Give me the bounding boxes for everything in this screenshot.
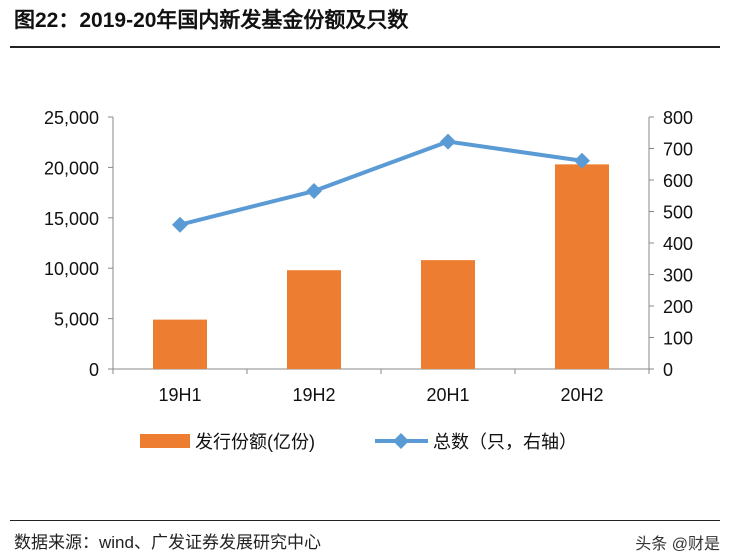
watermark: 头条 @财是 xyxy=(635,536,720,553)
point-19H2 xyxy=(306,183,322,200)
legend-bar-label: 发行份额(亿份) xyxy=(195,432,315,452)
bar-20H1 xyxy=(421,260,475,369)
line-series xyxy=(179,139,583,227)
right-tick-label: 600 xyxy=(663,171,693,191)
left-tick-label: 10,000 xyxy=(44,259,99,279)
legend-bar-swatch xyxy=(140,434,190,448)
left-tick-label: 5,000 xyxy=(54,310,99,330)
right-tick-label: 100 xyxy=(663,329,693,349)
top-rule xyxy=(10,46,720,48)
right-tick-label: 700 xyxy=(663,140,693,160)
x-tick-label: 19H2 xyxy=(292,385,335,405)
legend-line-marker xyxy=(393,433,409,449)
right-tick-label: 200 xyxy=(663,297,693,317)
bar-19H2 xyxy=(287,270,341,369)
right-tick-label: 300 xyxy=(663,266,693,286)
bar-19H1 xyxy=(153,319,207,369)
right-tick-label: 0 xyxy=(663,360,673,380)
point-20H2 xyxy=(574,152,590,169)
left-tick-label: 25,000 xyxy=(44,108,99,128)
legend-line-label: 总数（只，右轴） xyxy=(433,432,577,452)
x-tick-label: 19H1 xyxy=(158,385,201,405)
chart: 0 5,000 10,000 15,000 20,000 25,000 0 100 200 300… xyxy=(44,108,693,452)
left-tick-label: 20,000 xyxy=(44,158,99,178)
right-tick-label: 800 xyxy=(663,108,693,128)
left-tick-label: 0 xyxy=(89,360,99,380)
point-20H1 xyxy=(440,133,456,150)
left-tick-label: 15,000 xyxy=(44,209,99,229)
source-note: 数据来源：wind、广发证券发展研究中心 xyxy=(14,533,321,552)
right-tick-label: 500 xyxy=(663,203,693,223)
right-tick-label: 400 xyxy=(663,234,693,254)
x-tick-label: 20H2 xyxy=(560,385,603,405)
x-tick-label: 20H1 xyxy=(426,385,469,405)
bottom-rule xyxy=(10,520,720,521)
figure-title: 图22：2019-20年国内新发基金份额及只数 xyxy=(14,9,409,32)
bar-20H2 xyxy=(555,164,609,369)
point-19H1 xyxy=(172,216,188,233)
